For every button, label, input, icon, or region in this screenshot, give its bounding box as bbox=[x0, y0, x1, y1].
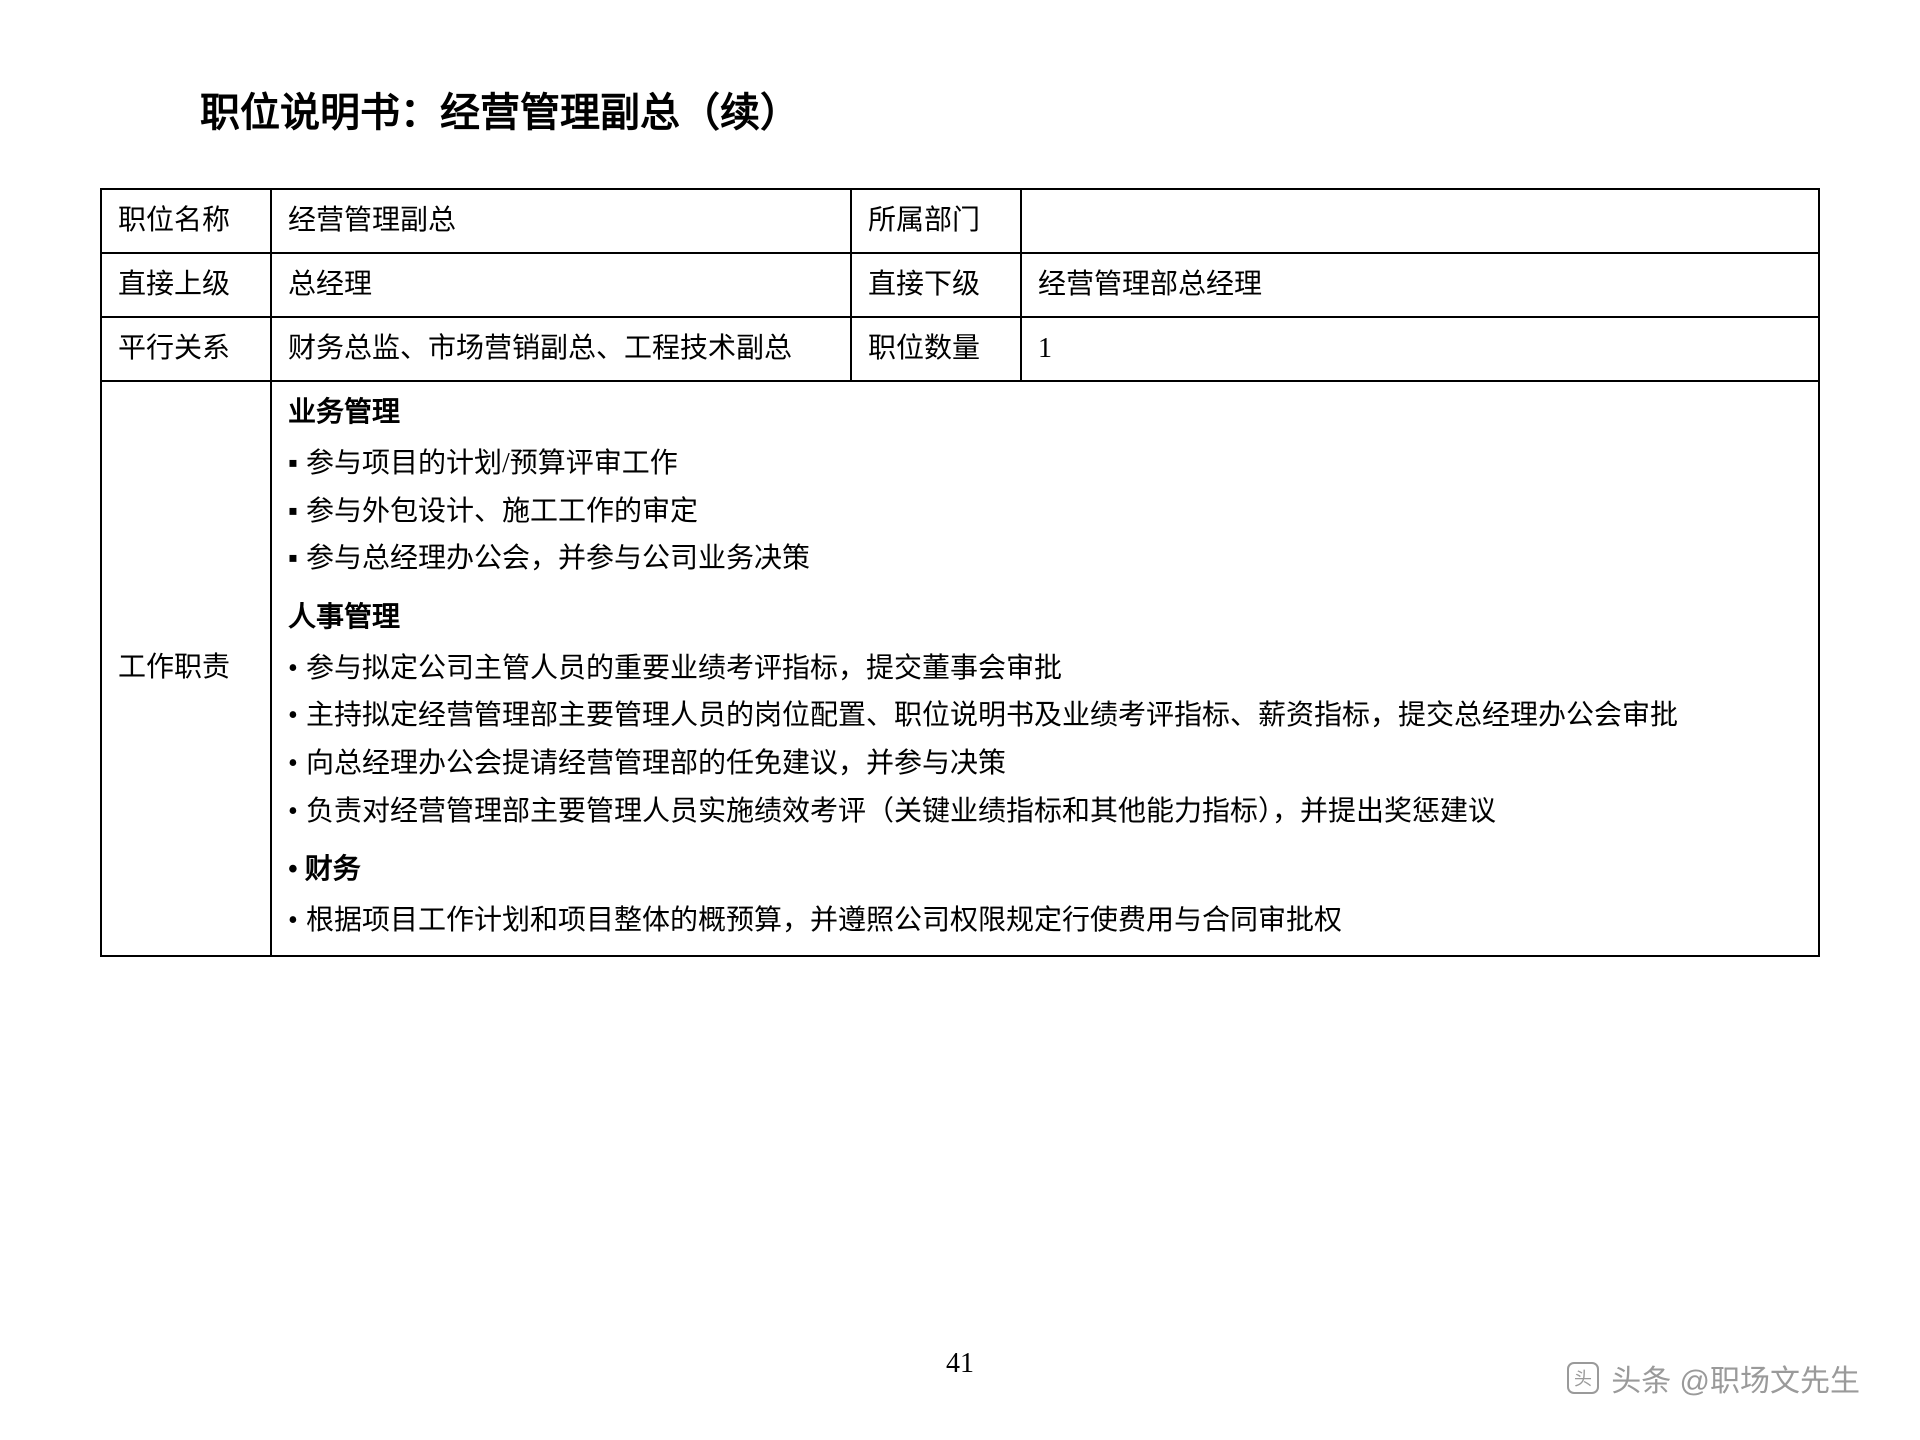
duty-item-text: 参与外包设计、施工工作的审定 bbox=[306, 496, 698, 527]
watermark-text: 头条 @职场文先生 bbox=[1611, 1356, 1860, 1400]
watermark: 头 头条 @职场文先生 bbox=[1565, 1356, 1860, 1400]
duty-item: •根据项目工作计划和项目整体的概预算，并遵照公司权限规定行使费用与合同审批权 bbox=[288, 897, 1802, 945]
table-row: 直接上级 总经理 直接下级 经营管理部总经理 bbox=[101, 253, 1819, 317]
cell-peer-value: 财务总监、市场营销副总、工程技术副总 bbox=[271, 317, 851, 381]
bullet-icon: • bbox=[288, 645, 306, 693]
bullet-icon: ▪ bbox=[288, 488, 306, 536]
duty-item: ▪参与外包设计、施工工作的审定 bbox=[288, 488, 1802, 536]
table-row: 平行关系 财务总监、市场营销副总、工程技术副总 职位数量 1 bbox=[101, 317, 1819, 381]
duty-item-text: 主持拟定经营管理部主要管理人员的岗位配置、职位说明书及业绩考评指标、薪资指标，提… bbox=[306, 700, 1678, 731]
duty-item: •负责对经营管理部主要管理人员实施绩效考评（关键业绩指标和其他能力指标），并提出… bbox=[288, 788, 1802, 836]
bullet-icon: ▪ bbox=[288, 535, 306, 583]
duties-section-heading: 人事管理 bbox=[288, 597, 1802, 639]
duty-item-text: 负责对经营管理部主要管理人员实施绩效考评（关键业绩指标和其他能力指标），并提出奖… bbox=[306, 796, 1496, 827]
bullet-icon: • bbox=[288, 692, 306, 740]
page-number: 41 bbox=[946, 1348, 974, 1380]
duty-item-text: 参与总经理办公会，并参与公司业务决策 bbox=[306, 543, 810, 574]
cell-department-value bbox=[1021, 189, 1819, 253]
cell-peer-label: 平行关系 bbox=[101, 317, 271, 381]
bullet-icon: • bbox=[288, 788, 306, 836]
duty-item: •向总经理办公会提请经营管理部的任免建议，并参与决策 bbox=[288, 740, 1802, 788]
duty-item-text: 向总经理办公会提请经营管理部的任免建议，并参与决策 bbox=[306, 748, 1006, 779]
cell-superior-label: 直接上级 bbox=[101, 253, 271, 317]
duty-item: •主持拟定经营管理部主要管理人员的岗位配置、职位说明书及业绩考评指标、薪资指标，… bbox=[288, 692, 1802, 740]
cell-subordinate-value: 经营管理部总经理 bbox=[1021, 253, 1819, 317]
duty-item-text: 根据项目工作计划和项目整体的概预算，并遵照公司权限规定行使费用与合同审批权 bbox=[306, 905, 1342, 936]
cell-position-name-label: 职位名称 bbox=[101, 189, 271, 253]
cell-subordinate-label: 直接下级 bbox=[851, 253, 1021, 317]
page-title: 职位说明书：经营管理副总（续） bbox=[200, 80, 1820, 138]
watermark-logo-icon: 头 bbox=[1565, 1360, 1601, 1396]
svg-text:头: 头 bbox=[1574, 1369, 1592, 1389]
bullet-icon: ▪ bbox=[288, 440, 306, 488]
duties-section-heading: • 财务 bbox=[288, 849, 1802, 891]
cell-count-label: 职位数量 bbox=[851, 317, 1021, 381]
cell-superior-value: 总经理 bbox=[271, 253, 851, 317]
duty-item-text: 参与拟定公司主管人员的重要业绩考评指标，提交董事会审批 bbox=[306, 653, 1062, 684]
cell-position-name-value: 经营管理副总 bbox=[271, 189, 851, 253]
cell-department-label: 所属部门 bbox=[851, 189, 1021, 253]
duty-item: ▪参与项目的计划/预算评审工作 bbox=[288, 440, 1802, 488]
cell-count-value: 1 bbox=[1021, 317, 1819, 381]
cell-duties-label: 工作职责 bbox=[101, 381, 271, 956]
table-row: 职位名称 经营管理副总 所属部门 bbox=[101, 189, 1819, 253]
duty-item: ▪参与总经理办公会，并参与公司业务决策 bbox=[288, 535, 1802, 583]
bullet-icon: • bbox=[288, 740, 306, 788]
bullet-icon: • bbox=[288, 897, 306, 945]
duties-section-heading: 业务管理 bbox=[288, 392, 1802, 434]
table-row-duties: 工作职责 业务管理▪参与项目的计划/预算评审工作▪参与外包设计、施工工作的审定▪… bbox=[101, 381, 1819, 956]
duty-item-text: 参与项目的计划/预算评审工作 bbox=[306, 448, 678, 479]
duty-item: •参与拟定公司主管人员的重要业绩考评指标，提交董事会审批 bbox=[288, 645, 1802, 693]
job-description-table: 职位名称 经营管理副总 所属部门 直接上级 总经理 直接下级 经营管理部总经理 … bbox=[100, 188, 1820, 957]
cell-duties-content: 业务管理▪参与项目的计划/预算评审工作▪参与外包设计、施工工作的审定▪参与总经理… bbox=[271, 381, 1819, 956]
